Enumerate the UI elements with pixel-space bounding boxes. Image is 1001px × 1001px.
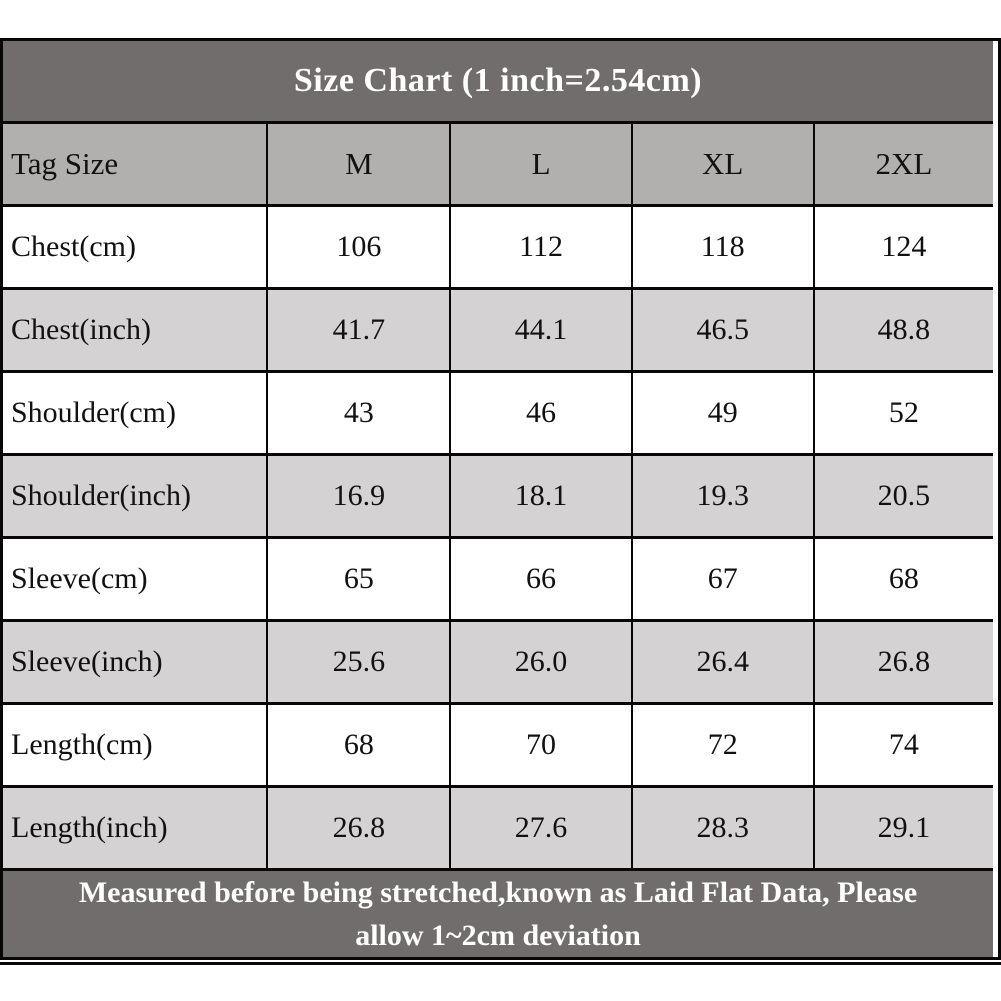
table-row-shoulder-inch: Shoulder(inch) 16.9 18.1 19.3 20.5: [3, 453, 993, 536]
cell-value: 29.1: [812, 788, 993, 868]
cell-value: 46: [449, 373, 630, 453]
cell-value: 20.5: [812, 456, 993, 536]
cell-value: 26.8: [812, 622, 993, 702]
table-title: Size Chart (1 inch=2.54cm): [293, 62, 703, 99]
cell-value: 72: [630, 705, 813, 785]
footer-note-line-2: allow 1~2cm deviation: [355, 919, 641, 952]
table-header-row: Tag Size M L XL 2XL: [3, 121, 993, 204]
cell-value: 27.6: [449, 788, 630, 868]
cell-value: 118: [630, 207, 813, 287]
row-label: Length(cm): [11, 728, 153, 761]
cell-value: 26.8: [266, 788, 449, 868]
table-row-chest-inch: Chest(inch) 41.7 44.1 46.5 48.8: [3, 287, 993, 370]
row-label: Length(inch): [11, 811, 168, 844]
cell-value: 106: [266, 207, 449, 287]
cell-value: 68: [812, 539, 993, 619]
cell-value: 124: [812, 207, 993, 287]
size-chart-table: Size Chart (1 inch=2.54cm) Tag Size M L …: [0, 38, 1001, 960]
column-header-2xl: 2XL: [812, 124, 993, 204]
table-row-chest-cm: Chest(cm) 106 112 118 124: [3, 204, 993, 287]
cell-value: 19.3: [630, 456, 813, 536]
cell-value: 43: [266, 373, 449, 453]
table-row-sleeve-inch: Sleeve(inch) 25.6 26.0 26.4 26.8: [3, 619, 993, 702]
cell-value: 41.7: [266, 290, 449, 370]
cell-value: 70: [449, 705, 630, 785]
cell-value: 68: [266, 705, 449, 785]
cell-value: 52: [812, 373, 993, 453]
cell-value: 46.5: [630, 290, 813, 370]
row-label: Chest(cm): [11, 230, 136, 263]
cell-value: 16.9: [266, 456, 449, 536]
column-header-xl: XL: [630, 124, 813, 204]
cell-value: 112: [449, 207, 630, 287]
table-title-band: Size Chart (1 inch=2.54cm): [3, 41, 993, 121]
cell-value: 49: [630, 373, 813, 453]
row-label: Sleeve(cm): [11, 562, 148, 595]
cell-value: 44.1: [449, 290, 630, 370]
cell-value: 74: [812, 705, 993, 785]
cell-value: 26.4: [630, 622, 813, 702]
table-row-sleeve-cm: Sleeve(cm) 65 66 67 68: [3, 536, 993, 619]
bottom-border-line: [0, 962, 1001, 965]
row-label: Sleeve(inch): [11, 645, 163, 678]
column-header-l: L: [449, 124, 630, 204]
column-header-m: M: [266, 124, 449, 204]
table-row-length-inch: Length(inch) 26.8 27.6 28.3 29.1: [3, 785, 993, 868]
cell-value: 65: [266, 539, 449, 619]
row-label: Shoulder(inch): [11, 479, 191, 512]
cell-value: 18.1: [449, 456, 630, 536]
cell-value: 67: [630, 539, 813, 619]
table-row-shoulder-cm: Shoulder(cm) 43 46 49 52: [3, 370, 993, 453]
cell-value: 28.3: [630, 788, 813, 868]
cell-value: 48.8: [812, 290, 993, 370]
cell-value: 66: [449, 539, 630, 619]
cell-value: 25.6: [266, 622, 449, 702]
cell-value: 26.0: [449, 622, 630, 702]
table-footer-note: Measured before being stretched,known as…: [3, 868, 993, 957]
row-label: Chest(inch): [11, 313, 151, 346]
footer-note-line-1: Measured before being stretched,known as…: [78, 876, 918, 909]
table-row-length-cm: Length(cm) 68 70 72 74: [3, 702, 993, 785]
column-header-tag-size: Tag Size: [11, 146, 119, 181]
row-label: Shoulder(cm): [11, 396, 176, 429]
